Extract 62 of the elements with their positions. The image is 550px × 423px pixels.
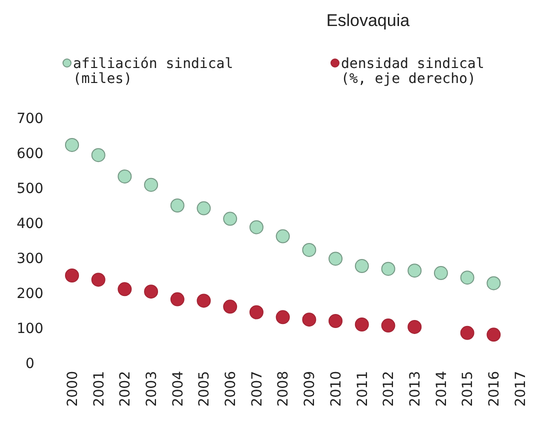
point	[91, 148, 106, 162]
x-tick-label: 2005	[196, 371, 213, 407]
point	[118, 282, 132, 296]
x-tick-label: 2003	[144, 371, 160, 407]
point	[460, 270, 474, 285]
x-tick-label: 2000	[64, 371, 81, 407]
point	[170, 292, 184, 306]
y-tick-label: 700	[16, 110, 44, 127]
y-tick-label: 200	[16, 286, 44, 302]
point	[460, 326, 474, 340]
x-tick-label: 2008	[276, 371, 292, 407]
legend-label: afiliación sindical (miles)	[73, 56, 234, 87]
point	[249, 305, 264, 320]
point	[276, 310, 290, 324]
point	[65, 138, 79, 152]
point	[381, 262, 396, 276]
y-tick-label: 400	[16, 216, 44, 232]
point	[408, 264, 422, 278]
point	[434, 266, 448, 280]
x-tick-label: 2012	[381, 371, 398, 407]
point	[486, 328, 501, 342]
legend-label: densidad sindical (%, eje derecho)	[341, 56, 484, 87]
point	[65, 268, 79, 282]
point	[170, 198, 184, 212]
chart-title: Eslovaquia	[326, 11, 410, 30]
x-tick-label: 2010	[328, 371, 344, 407]
x-tick-label: 2016	[486, 370, 503, 407]
x-tick-label: 2015	[460, 371, 476, 407]
x-tick-label: 2004	[170, 370, 186, 407]
point	[354, 259, 369, 274]
point	[302, 312, 316, 327]
y-tick-label: 300	[16, 250, 44, 267]
point	[249, 220, 264, 234]
point	[144, 284, 158, 299]
point	[408, 320, 422, 334]
x-tick-label: 2002	[118, 371, 134, 407]
x-tick-label: 2011	[354, 371, 371, 407]
x-tick-label: 2017	[512, 371, 529, 407]
x-tick-label: 2013	[407, 371, 424, 407]
point	[276, 229, 290, 244]
x-tick-label: 2009	[302, 371, 318, 407]
point	[328, 252, 343, 266]
y-tick-label: 100	[16, 320, 44, 337]
x-tick-label: 2006	[223, 370, 240, 407]
point	[223, 300, 238, 314]
point	[381, 318, 396, 333]
point	[144, 178, 158, 192]
point	[91, 272, 106, 287]
point	[196, 201, 211, 216]
point	[196, 294, 211, 308]
point	[223, 212, 238, 226]
point	[118, 169, 132, 184]
x-tick-label: 2014	[434, 370, 450, 407]
point	[354, 318, 369, 332]
y-tick-label: 0	[26, 356, 34, 372]
point	[486, 276, 501, 290]
y-tick-label: 600	[16, 146, 44, 162]
x-tick-label: 2007	[249, 371, 266, 407]
y-tick-label: 500	[16, 180, 44, 197]
point	[302, 242, 316, 257]
x-tick-label: 2001	[91, 371, 108, 407]
point	[328, 314, 343, 328]
